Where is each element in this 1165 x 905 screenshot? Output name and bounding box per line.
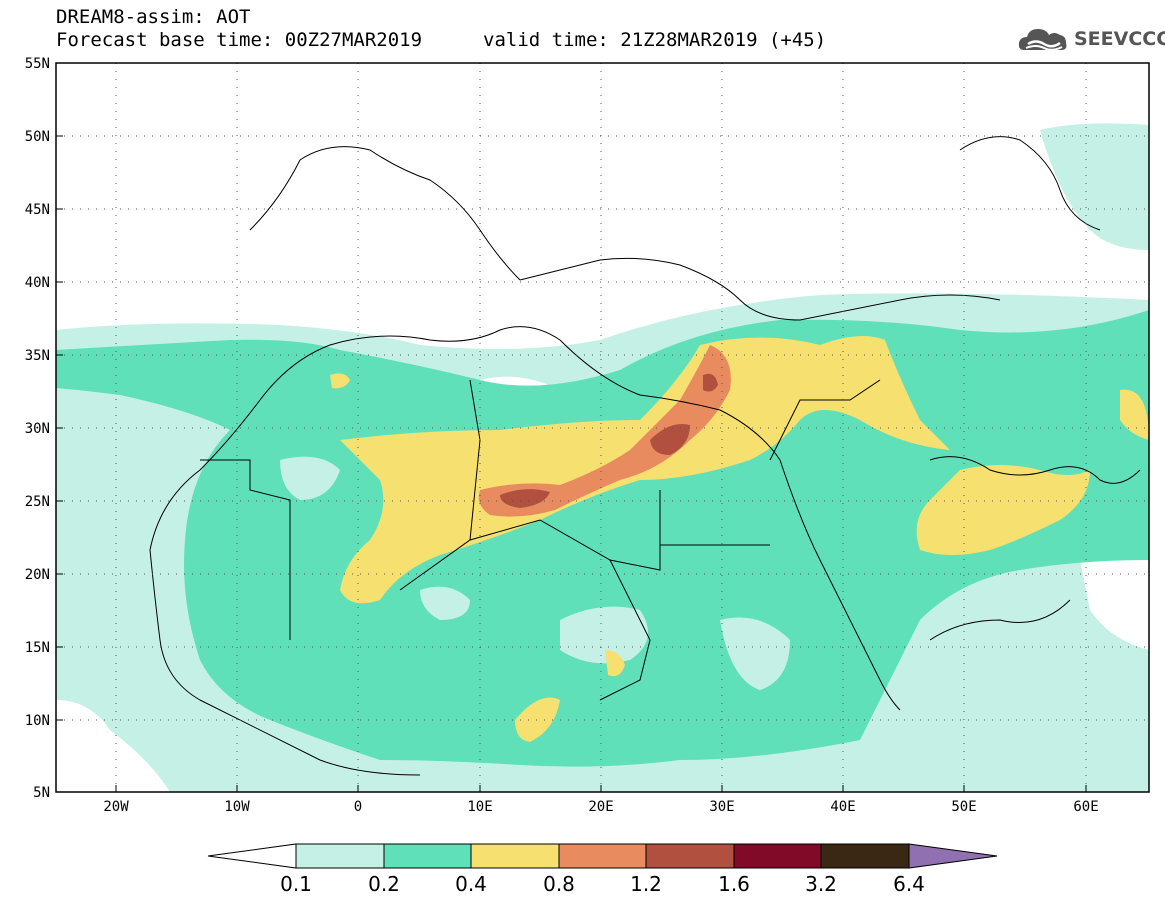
lon-label: 0 [354,799,362,815]
colorbar-high-end [908,843,998,869]
aot-field [56,63,1149,792]
lat-label: 40N [25,275,50,291]
lon-label: 20E [588,799,613,815]
lat-label: 50N [25,129,50,145]
lat-label: 15N [25,640,50,656]
lat-label: 45N [25,202,50,218]
colorbar-low-end [207,843,297,869]
lon-label: 40E [830,799,855,815]
coastlines [149,136,1141,776]
colorbar [207,843,998,869]
lat-label: 20N [25,567,50,583]
colorbar-swatch [470,843,560,869]
latitude-labels: 55N 50N 45N 40N 35N 30N 25N 20N 15N 10N … [25,56,50,801]
colorbar-label: 0.8 [543,872,575,896]
colorbar-label: 1.6 [718,872,750,896]
lat-label: 25N [25,494,50,510]
colorbar-label: 0.2 [368,872,400,896]
colorbar-label: 3.2 [805,872,837,896]
colorbar-swatch [733,843,822,869]
lon-label: 10W [224,799,250,815]
lon-label: 20W [103,799,129,815]
lat-label: 5N [33,785,50,801]
colorbar-label: 1.2 [630,872,662,896]
logo-text: SEEVCCC [1074,28,1165,50]
lat-label: 35N [25,348,50,364]
axis-ticks [56,62,1087,792]
colorbar-label: 0.4 [455,872,487,896]
colorbar-label: 6.4 [893,872,925,896]
base-time: Forecast base time: 00Z27MAR2019 [56,29,423,51]
lon-label: 30E [709,799,734,815]
colorbar-swatch [558,843,647,869]
colorbar-swatch [383,843,472,869]
valid-time: valid time: 21Z28MAR2019 (+45) [483,29,827,51]
title-line: DREAM8-assim: AOT [56,6,251,28]
colorbar-swatch [645,843,735,869]
lat-label: 55N [25,56,50,72]
colorbar-swatch [295,843,385,869]
colorbar-swatch [820,843,910,869]
cloud-icon [1018,29,1067,51]
longitude-labels: 20W 10W 0 10E 20E 30E 40E 50E 60E [103,799,1098,815]
lon-label: 60E [1073,799,1098,815]
lon-label: 50E [951,799,976,815]
lat-label: 30N [25,421,50,437]
lat-label: 10N [25,713,50,729]
lon-label: 10E [467,799,492,815]
seevccc-logo: SEEVCCC [1016,22,1165,56]
colorbar-label: 0.1 [280,872,312,896]
